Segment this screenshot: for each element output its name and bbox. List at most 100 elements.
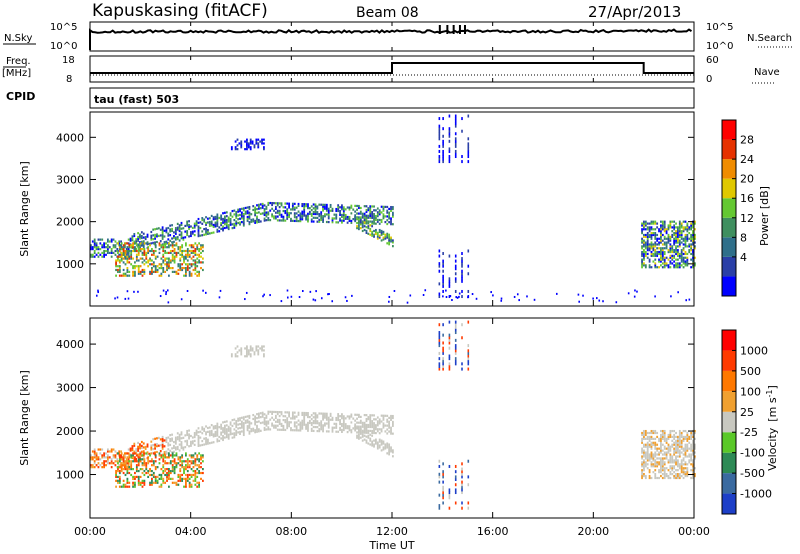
velocity-cell <box>371 425 374 429</box>
velocity-cell <box>327 424 330 427</box>
velocity-cell <box>196 481 199 484</box>
velocity-cell <box>179 475 182 479</box>
velocity-cell <box>244 355 246 358</box>
velocity-cell <box>122 462 125 465</box>
velocity-cell <box>181 479 184 482</box>
power-cell <box>234 140 237 143</box>
velocity-cell <box>188 460 191 463</box>
power-cell <box>678 264 681 267</box>
velocity-cell <box>118 477 121 480</box>
velocity-cell <box>141 485 144 488</box>
velocity-cell <box>663 453 666 456</box>
power-cell <box>143 259 146 262</box>
velocity-cell <box>661 465 664 468</box>
power-cell <box>151 249 153 253</box>
power-cell <box>448 284 451 288</box>
velocity-cell <box>167 442 170 445</box>
power-cell <box>310 218 313 221</box>
power-cell <box>190 257 193 260</box>
velocity-heatmap <box>90 320 696 510</box>
velocity-cell <box>454 488 457 492</box>
power-cell <box>185 263 187 266</box>
velocity-cell <box>690 469 693 472</box>
power-cell <box>654 231 657 235</box>
power-cell <box>185 242 187 245</box>
velocity-cell <box>692 435 694 439</box>
velocity-cell <box>230 355 233 358</box>
power-cell <box>231 223 234 226</box>
power-cell <box>128 255 131 258</box>
velocity-cell <box>192 466 195 469</box>
power-cell <box>314 299 317 302</box>
power-cell <box>363 228 366 232</box>
power-cell <box>191 232 194 235</box>
power-cell <box>675 222 677 225</box>
velocity-cell <box>259 421 262 425</box>
velocity-cell <box>331 428 334 431</box>
velocity-cell <box>161 447 164 450</box>
velocity-cell <box>467 344 470 348</box>
power-cell <box>690 247 693 250</box>
velocity-cell <box>122 464 125 467</box>
power-cell <box>295 218 298 221</box>
power-cell <box>677 262 679 265</box>
velocity-cell <box>673 476 676 480</box>
velocity-cell <box>442 364 444 368</box>
velocity-cell <box>660 463 662 466</box>
power-cell <box>220 222 223 225</box>
velocity-cell <box>669 435 672 439</box>
power-cell <box>378 234 381 237</box>
velocity-cell <box>658 476 660 480</box>
power-cell <box>201 218 204 222</box>
power-cell <box>103 242 106 245</box>
velocity-cell <box>134 481 136 484</box>
velocity-cell <box>105 456 107 459</box>
power-cell <box>692 260 694 263</box>
velocity-cell <box>150 452 153 455</box>
power-cell <box>656 226 659 229</box>
velocity-cell <box>190 444 192 447</box>
power-cell <box>186 230 189 233</box>
power-cell <box>690 239 693 242</box>
power-cell <box>677 237 679 240</box>
power-cell <box>254 219 257 223</box>
power-cell <box>327 217 330 220</box>
power-cell <box>660 258 662 261</box>
velocity-cell <box>643 431 645 435</box>
power-cell <box>454 264 457 268</box>
power-cell <box>99 242 102 245</box>
power-cell <box>669 262 672 265</box>
velocity-cell <box>641 463 643 466</box>
power-cell <box>390 236 392 239</box>
power-cell <box>134 261 136 264</box>
power-cell <box>677 250 679 254</box>
velocity-cell <box>305 427 307 430</box>
power-cell <box>173 251 176 255</box>
power-cell <box>367 227 370 230</box>
velocity-cell <box>442 501 444 505</box>
power-cell <box>686 235 689 238</box>
velocity-cell <box>301 421 304 424</box>
velocity-cell <box>310 427 313 431</box>
power-cell <box>692 231 694 235</box>
power-cell <box>200 251 202 255</box>
power-cell <box>392 223 394 226</box>
velocity-cell <box>678 463 681 466</box>
power-cell <box>371 222 374 225</box>
power-cell <box>654 222 657 225</box>
velocity-cell <box>157 444 160 447</box>
power-cell <box>185 268 187 272</box>
power-cell <box>669 243 672 246</box>
power-cell <box>461 117 463 121</box>
velocity-cell <box>151 460 153 463</box>
power-cell <box>224 226 226 230</box>
power-cell <box>388 221 391 224</box>
power-cell <box>665 256 668 259</box>
velocity-cell <box>692 443 694 446</box>
power-cell <box>650 220 653 223</box>
power-cell <box>95 242 98 245</box>
velocity-cell <box>178 449 181 452</box>
velocity-cell <box>127 452 130 455</box>
velocity-cell <box>690 433 693 437</box>
